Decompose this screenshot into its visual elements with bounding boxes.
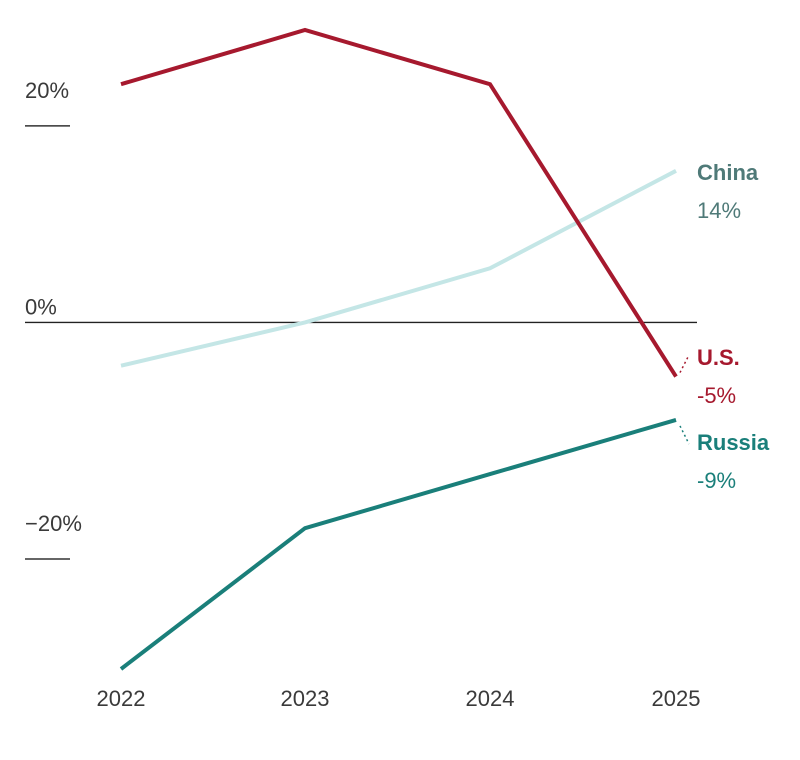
series-name-us: U.S. [697,345,740,370]
series-line-china [120,169,677,368]
y-tick-label: −20% [25,511,82,536]
series-line-us [120,27,678,378]
series-value-russia: -9% [697,468,736,493]
x-tick-label: 2025 [652,686,701,711]
leader-line-russia [679,425,690,445]
series-value-china: 14% [697,198,741,223]
series-name-china: China [697,160,759,185]
y-tick-label: 0% [25,294,57,319]
series-lines [119,27,678,671]
series-value-us: -5% [697,383,736,408]
series-name-russia: Russia [697,430,770,455]
series-line-russia [119,417,677,671]
y-axis: 20% 0% −20% [25,78,82,560]
x-tick-label: 2023 [281,686,330,711]
series-labels: U.S. -5% China 14% Russia -9% [679,160,770,493]
y-tick-label: 20% [25,78,69,103]
x-tick-label: 2022 [97,686,146,711]
x-tick-label: 2024 [466,686,515,711]
x-axis: 2022 2023 2024 2025 [97,686,701,711]
leader-line-us [679,354,690,373]
